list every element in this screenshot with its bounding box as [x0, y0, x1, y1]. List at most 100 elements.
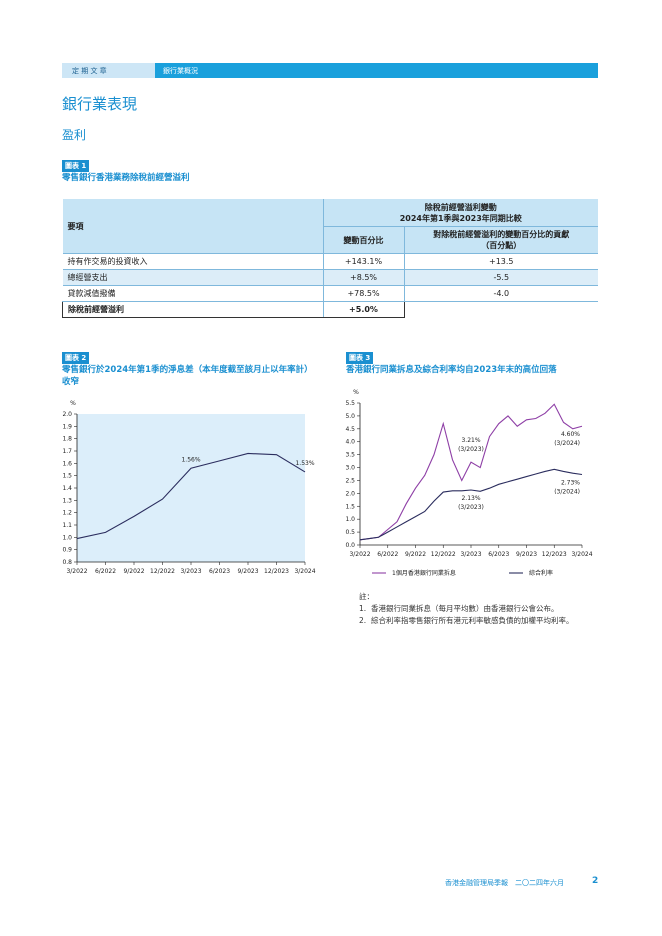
x-tick-label: 3/2024: [294, 568, 315, 575]
y-axis-title: %: [353, 389, 359, 396]
x-tick-label: 9/2022: [405, 551, 426, 558]
y-tick-label: 3.5: [345, 452, 355, 459]
table-row: 持有作交易的投資收入 +143.1% +13.5: [62, 253, 598, 270]
x-tick-label: 6/2023: [209, 568, 230, 575]
plot-area: [77, 414, 305, 562]
header-cell: 要項: [62, 199, 323, 254]
caption: 香港銀行同業拆息及綜合利率均自2023年末的高位回落: [346, 365, 557, 375]
table-cell: 貸款減值撥備: [62, 285, 323, 302]
x-tick-label: 3/2024: [571, 551, 592, 558]
badge: 圖表 1: [62, 160, 90, 172]
legend-label: 1個月香港銀行同業拆息: [392, 569, 456, 577]
header-cell: 對除稅前經營溢利的變動百分比的貢獻 （百分點）: [403, 226, 598, 254]
table-row: 除稅前經營溢利 +5.0%: [62, 301, 599, 318]
y-tick-label: 1.0: [62, 534, 72, 541]
x-tick-label: 6/2022: [377, 551, 398, 558]
note: 1. 香港銀行同業拆息（每月平均數）由香港銀行公會公布。: [359, 603, 599, 615]
badge: 圖表 3: [346, 352, 374, 364]
y-tick-label: 4.5: [345, 426, 355, 433]
note-text: 香港銀行同業拆息（每月平均數）由香港銀行公會公布。: [371, 604, 559, 613]
x-tick-label: 12/2023: [542, 551, 567, 558]
data-label: (3/2023): [458, 504, 484, 511]
table-cell: +78.5%: [322, 285, 404, 302]
data-label: 1.56%: [181, 456, 200, 463]
footer-text: 香港金融管理局季報 二〇二四年六月: [445, 879, 564, 887]
x-tick-label: 3/2022: [66, 568, 87, 575]
x-tick-label: 3/2023: [460, 551, 481, 558]
table-cell: -4.0: [403, 285, 598, 302]
table-row: 總經營支出 +8.5% -5.5: [62, 269, 598, 286]
section-title: 盈利: [62, 128, 87, 142]
y-tick-label: 2.0: [62, 411, 72, 418]
table-cell: 總經營支出: [62, 269, 323, 286]
data-label: 3.21%: [461, 437, 480, 444]
caption: 零售銀行於2024年第1季的淨息差（本年度截至該月止以年率計）收窄: [62, 365, 313, 387]
data-label: 4.60%: [561, 431, 580, 438]
note-number: 1.: [359, 604, 367, 613]
y-tick-label: 1.8: [62, 436, 72, 443]
x-tick-label: 6/2023: [488, 551, 509, 558]
header-line: 2024年第1季與2023年同期比較: [399, 213, 522, 223]
header-topic: 銀行業概況: [163, 67, 198, 75]
y-tick-label: 1.1: [62, 522, 72, 529]
y-tick-label: 1.4: [62, 485, 72, 492]
y-tick-label: 0.8: [62, 559, 72, 566]
y-tick-label: 2.5: [345, 477, 355, 484]
page-number: 2: [592, 876, 599, 886]
data-label: (3/2024): [554, 440, 580, 447]
line: [359, 403, 583, 541]
line: [359, 468, 583, 541]
table-cell: +13.5: [403, 253, 598, 270]
header-cell: 變動百分比: [322, 226, 404, 254]
y-tick-label: 4.0: [345, 439, 355, 446]
y-tick-label: 1.2: [62, 510, 72, 517]
y-tick-label: 1.0: [345, 516, 355, 523]
x-tick-label: 9/2023: [516, 551, 537, 558]
header-line: 除稅前經營溢利變動: [424, 202, 497, 212]
note: 2. 綜合利率指零售銀行所有港元利率敏感負債的加權平均利率。: [359, 615, 599, 627]
note-text: 綜合利率指零售銀行所有港元利率敏感負債的加權平均利率。: [371, 616, 574, 625]
header-row: 變動百分比 對除稅前經營溢利的變動百分比的貢獻 （百分點）: [63, 226, 598, 254]
x-tick-label: 12/2023: [264, 568, 289, 575]
header-line: （百分點）: [481, 241, 522, 250]
notes: 1. 香港銀行同業拆息（每月平均數）由香港銀行公會公布。 2. 綜合利率指零售銀行所有…: [359, 603, 599, 627]
y-tick-label: 0.9: [62, 547, 72, 554]
table-row: 貸款減值撥備 +78.5% -4.0: [62, 285, 598, 302]
y-axis-title: %: [70, 400, 76, 407]
page-title: 銀行業表現: [62, 95, 138, 113]
table-cell: -5.5: [403, 269, 598, 286]
y-tick-label: 0.0: [345, 542, 355, 549]
legend-label: 綜合利率: [529, 569, 553, 577]
x-tick-label: 3/2022: [349, 551, 370, 558]
y-tick-label: 3.0: [345, 465, 355, 472]
header-section: 定 期 文 章: [72, 67, 107, 75]
data-label: 2.73%: [561, 480, 580, 487]
badge: 圖表 2: [62, 352, 90, 364]
x-tick-label: 9/2022: [123, 568, 144, 575]
table: 要項 除稅前經營溢利變動 2024年第1季與2023年同期比較 變動百分比 對除稅前經營…: [62, 199, 598, 318]
x-tick-label: 12/2022: [150, 568, 175, 575]
y-tick-label: 5.5: [345, 400, 355, 407]
line: [76, 452, 306, 540]
y-tick-label: 5.0: [345, 413, 355, 420]
data-label: (3/2024): [554, 489, 580, 496]
notes-label: 註：: [359, 592, 374, 601]
data-label: 2.13%: [461, 495, 480, 502]
table-cell: +5.0%: [322, 301, 405, 318]
charts: % 0.8 0.9 1.0 1.1 1.2 1.3 1.4 1.5 1.6 1.7 1.8 1.9 2.0…: [62, 389, 592, 577]
header-right: [155, 63, 598, 78]
table-cell: 持有作交易的投資收入: [62, 253, 323, 270]
table-cell: +143.1%: [322, 253, 404, 270]
header-line: 對除稅前經營溢利的變動百分比的貢獻: [433, 230, 570, 239]
header-left: [62, 63, 155, 78]
x-tick-label: 9/2023: [237, 568, 258, 575]
data-label: (3/2023): [458, 446, 484, 453]
table-cell: 除稅前經營溢利: [62, 301, 323, 318]
y-tick-label: 1.5: [345, 503, 355, 510]
x-tick-label: 3/2023: [180, 568, 201, 575]
x-tick-label: 12/2022: [431, 551, 456, 558]
y-tick-label: 1.7: [62, 448, 72, 455]
data-label: 1.53%: [295, 460, 314, 467]
note-number: 2.: [359, 616, 367, 625]
